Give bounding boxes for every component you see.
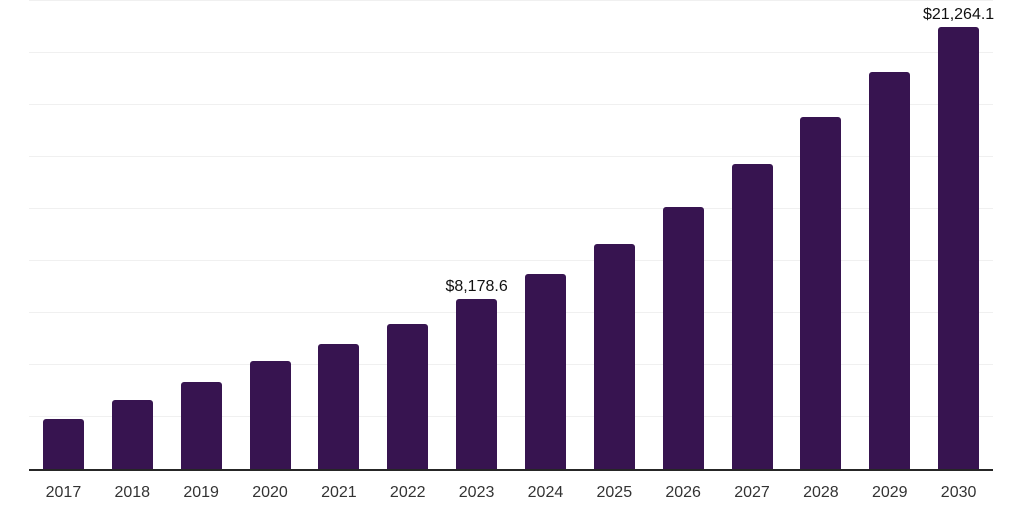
bar-2028 [800,117,842,469]
bar-2020 [249,361,291,469]
x-axis-labels: 2017 2018 2019 2020 2021 2022 2023 2024 2025 2026… [29,483,993,502]
bar-column-2026 [649,0,718,469]
x-tick-2023: 2023 [458,484,495,501]
x-tick-2022: 2022 [389,484,426,501]
x-tick-2029: 2029 [871,484,908,501]
x-tick-2019: 2019 [183,484,219,501]
gridline [29,52,993,53]
bar-column-2022 [373,0,442,469]
gridline [29,104,993,105]
data-label-2023: $8,178.6 [445,277,508,295]
x-tick-2026: 2026 [665,484,701,501]
bar-column-2023: $8,178.6 [442,0,511,469]
bar-column-2024 [511,0,580,469]
bar-2029 [869,71,911,469]
gridline [29,208,993,209]
bar-column-2018 [98,0,167,469]
x-tick-2020: 2020 [252,484,288,501]
bar-column-2029 [855,0,924,469]
gridline [29,260,993,261]
bar-2023 [456,298,498,469]
bar-column-2030: $21,264.1 [923,0,995,469]
gridline [29,0,993,1]
data-label-2030: $21,264.1 [923,5,995,23]
bar-column-2020 [236,0,305,469]
x-tick-2024: 2024 [527,484,564,501]
bar-column-2028 [786,0,855,469]
bar-2017 [42,419,84,469]
bar-2019 [180,382,222,469]
bar-2021 [318,344,360,469]
x-tick-2017: 2017 [45,484,82,501]
bar-column-2021 [304,0,373,469]
bar-2024 [524,273,566,469]
x-tick-2027: 2027 [734,484,770,501]
x-tick-2028: 2028 [803,484,839,501]
x-tick-2018: 2018 [114,484,151,501]
bar-column-2025 [580,0,649,469]
gridline [29,416,993,417]
bar-2030 [938,26,980,469]
x-tick-2025: 2025 [596,484,633,501]
bar-column-2027 [718,0,787,469]
bars-row: $8,178.6 $21,264.1 [29,0,995,469]
bar-2025 [593,243,635,469]
gridline [29,312,993,313]
bar-2022 [387,324,429,469]
gridline [29,364,993,365]
x-tick-2030: 2030 [940,484,977,501]
plot-area: $8,178.6 $21,264.1 [29,0,995,471]
bar-column-2017 [29,0,98,469]
gridline [29,156,993,157]
x-tick-2021: 2021 [321,484,357,501]
bar-2026 [662,206,704,469]
bar-2027 [731,164,773,469]
bar-2018 [111,399,153,469]
bar-column-2019 [167,0,236,469]
x-axis-line [29,469,993,471]
